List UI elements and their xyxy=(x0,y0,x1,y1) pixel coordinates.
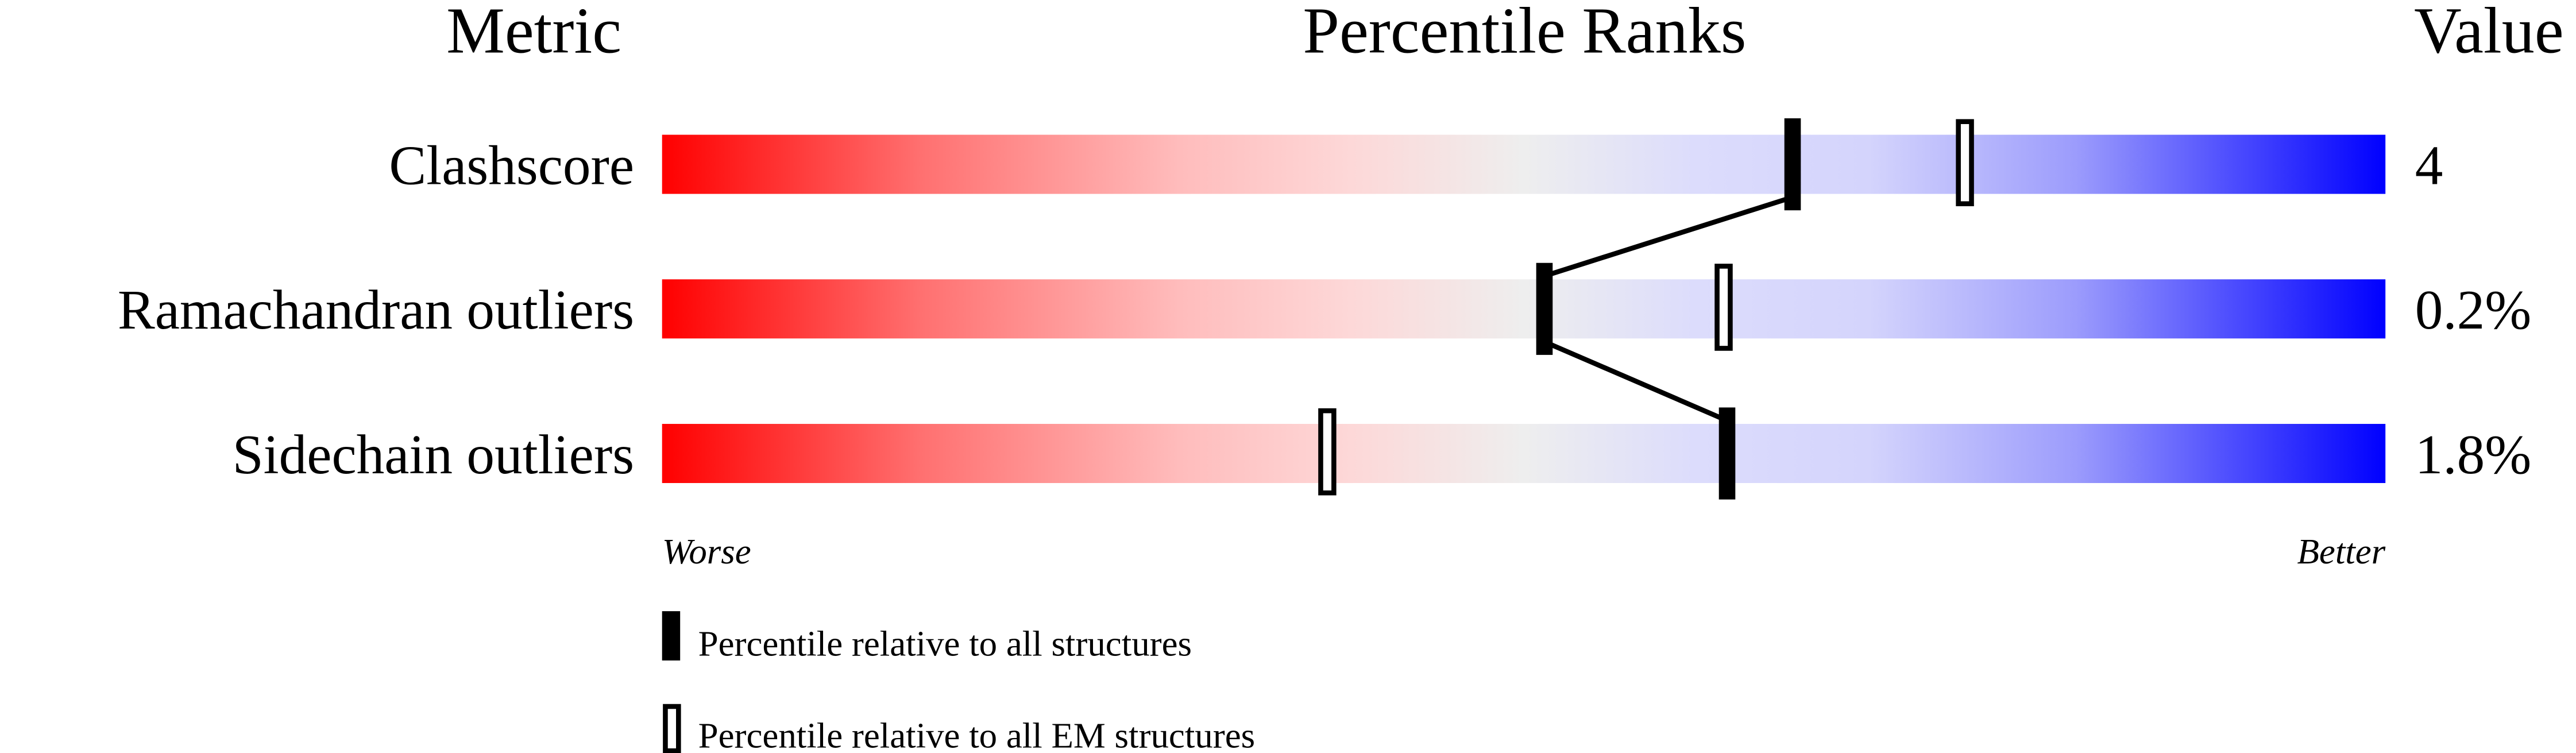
header-value: Value xyxy=(2414,0,2564,67)
em-percentile-marker xyxy=(1318,408,1337,496)
metric-label: Clashscore xyxy=(389,134,634,196)
legend-hollow-marker xyxy=(663,704,681,753)
all-percentile-marker xyxy=(1536,262,1553,355)
em-percentile-marker xyxy=(1714,264,1733,351)
metric-value: 4 xyxy=(2415,134,2443,196)
percentile-bar xyxy=(662,134,2386,194)
metric-value: 0.2% xyxy=(2415,279,2532,341)
all-percentile-marker xyxy=(1718,407,1736,500)
legend-filled-label: Percentile relative to all structures xyxy=(698,623,1192,663)
connector-line xyxy=(1543,339,1728,423)
metric-label: Ramachandran outliers xyxy=(118,279,634,341)
header-percentile-ranks: Percentile Ranks xyxy=(1303,0,1746,67)
percentile-bar xyxy=(662,424,2386,483)
legend-filled-marker xyxy=(662,611,681,661)
axis-better-label: Better xyxy=(2297,531,2385,571)
metric-label: Sidechain outliers xyxy=(233,424,635,486)
metric-value: 1.8% xyxy=(2415,424,2532,486)
connector-line xyxy=(1543,195,1794,279)
header-metric: Metric xyxy=(446,0,621,67)
axis-worse-label: Worse xyxy=(662,531,751,571)
all-percentile-marker xyxy=(1784,118,1801,211)
em-percentile-marker xyxy=(1956,119,1974,207)
legend-hollow-label: Percentile relative to all EM structures xyxy=(698,716,1255,753)
percentile-bar xyxy=(662,279,2386,339)
